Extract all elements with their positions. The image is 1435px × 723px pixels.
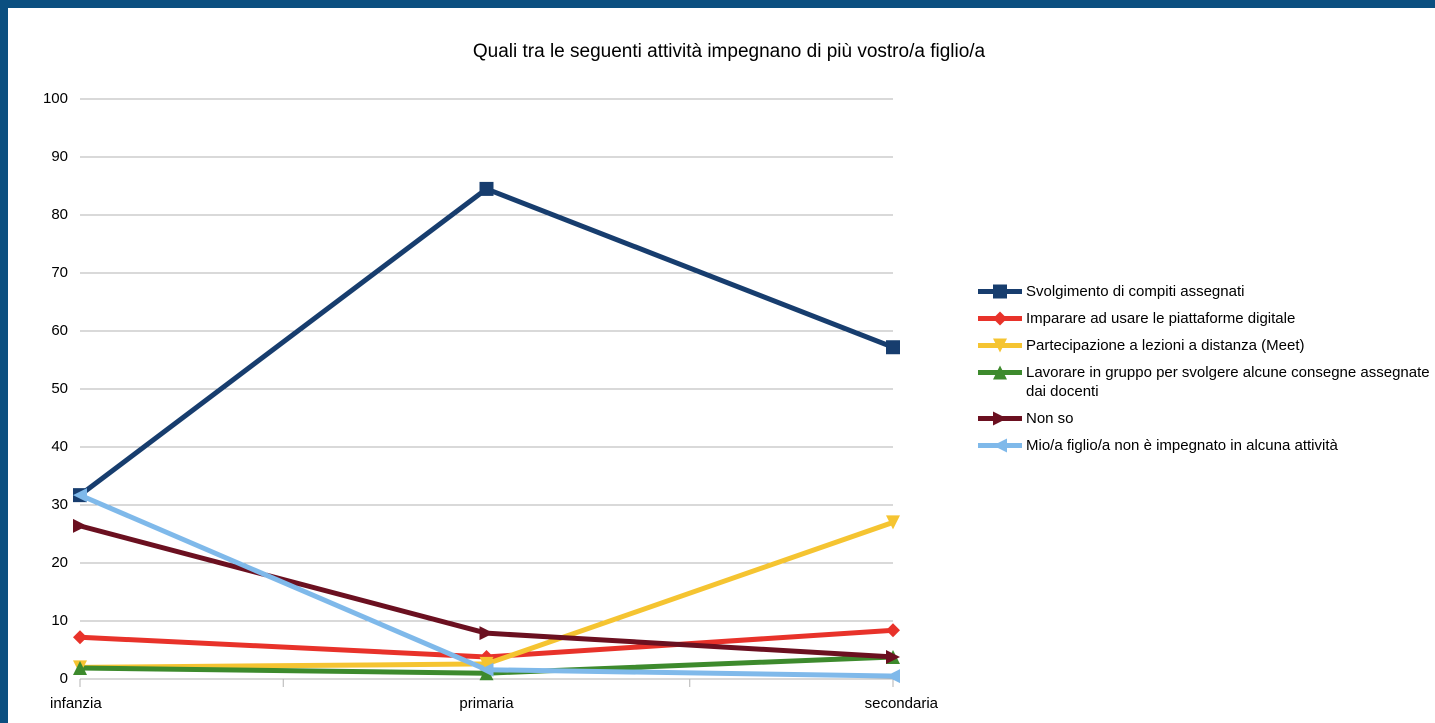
legend-swatch [978, 365, 1022, 380]
marker [479, 181, 494, 196]
y-tick-label: 70 [51, 264, 68, 281]
legend-label: Mio/a figlio/a non è impegnato in alcuna… [1026, 437, 1338, 454]
legend-entry: Non so [974, 409, 1434, 428]
legend-label: Svolgimento di compiti assegnati [1026, 283, 1245, 300]
y-tick-label: 20 [51, 554, 68, 571]
x-tick-label: infanzia [50, 695, 102, 712]
y-tick-label: 100 [43, 90, 68, 107]
legend-swatch [978, 411, 1022, 426]
legend-label: Partecipazione a lezioni a distanza (Mee… [1026, 337, 1305, 354]
legend-entry: Imparare ad usare le piattaforme digital… [974, 309, 1434, 328]
legend-entry: Partecipazione a lezioni a distanza (Mee… [974, 336, 1434, 355]
x-tick-label: primaria [459, 695, 514, 712]
chart-area: Quali tra le seguenti attività impegnano… [8, 8, 1435, 723]
marker [886, 649, 900, 664]
marker [886, 669, 900, 684]
legend-entry: Svolgimento di compiti assegnati [974, 282, 1434, 301]
legend-swatch [978, 438, 1022, 453]
marker [73, 630, 87, 645]
y-tick-label: 40 [51, 438, 68, 455]
legend-label: Non so [1026, 410, 1074, 427]
y-tick-label: 50 [51, 380, 68, 397]
marker [886, 340, 900, 355]
y-tick-label: 10 [51, 612, 68, 629]
marker [886, 515, 900, 530]
legend-entry: Lavorare in gruppo per svolgere alcune c… [974, 363, 1434, 401]
y-tick-label: 60 [51, 322, 68, 339]
series-line [78, 186, 894, 498]
marker [993, 411, 1007, 426]
legend-swatch [978, 338, 1022, 353]
marker [886, 623, 900, 638]
legend-swatch [978, 284, 1022, 299]
legend-label: Lavorare in gruppo per svolgere alcune c… [1026, 364, 1430, 400]
legend-swatch [978, 311, 1022, 326]
legend-label: Imparare ad usare le piattaforme digital… [1026, 310, 1296, 327]
x-tick-label: secondaria [865, 695, 939, 712]
marker [993, 365, 1007, 380]
legend: Svolgimento di compiti assegnati Imparare… [974, 282, 1434, 455]
chart-title: Quali tra le seguenti attività impegnano… [473, 41, 986, 62]
y-tick-label: 30 [51, 496, 68, 513]
y-tick-label: 90 [51, 148, 68, 165]
marker [993, 311, 1007, 326]
marker [479, 656, 494, 671]
marker [73, 488, 87, 503]
marker [73, 660, 87, 675]
marker [479, 662, 494, 677]
marker [479, 626, 494, 641]
marker [73, 518, 87, 533]
y-tick-label: 0 [60, 670, 68, 687]
marker [993, 338, 1007, 353]
y-tick-label: 80 [51, 206, 68, 223]
legend-entry: Mio/a figlio/a non è impegnato in alcuna… [974, 436, 1434, 455]
chart: Quali tra le seguenti attività impegnano… [43, 41, 986, 712]
marker [993, 438, 1007, 453]
marker [993, 284, 1007, 299]
